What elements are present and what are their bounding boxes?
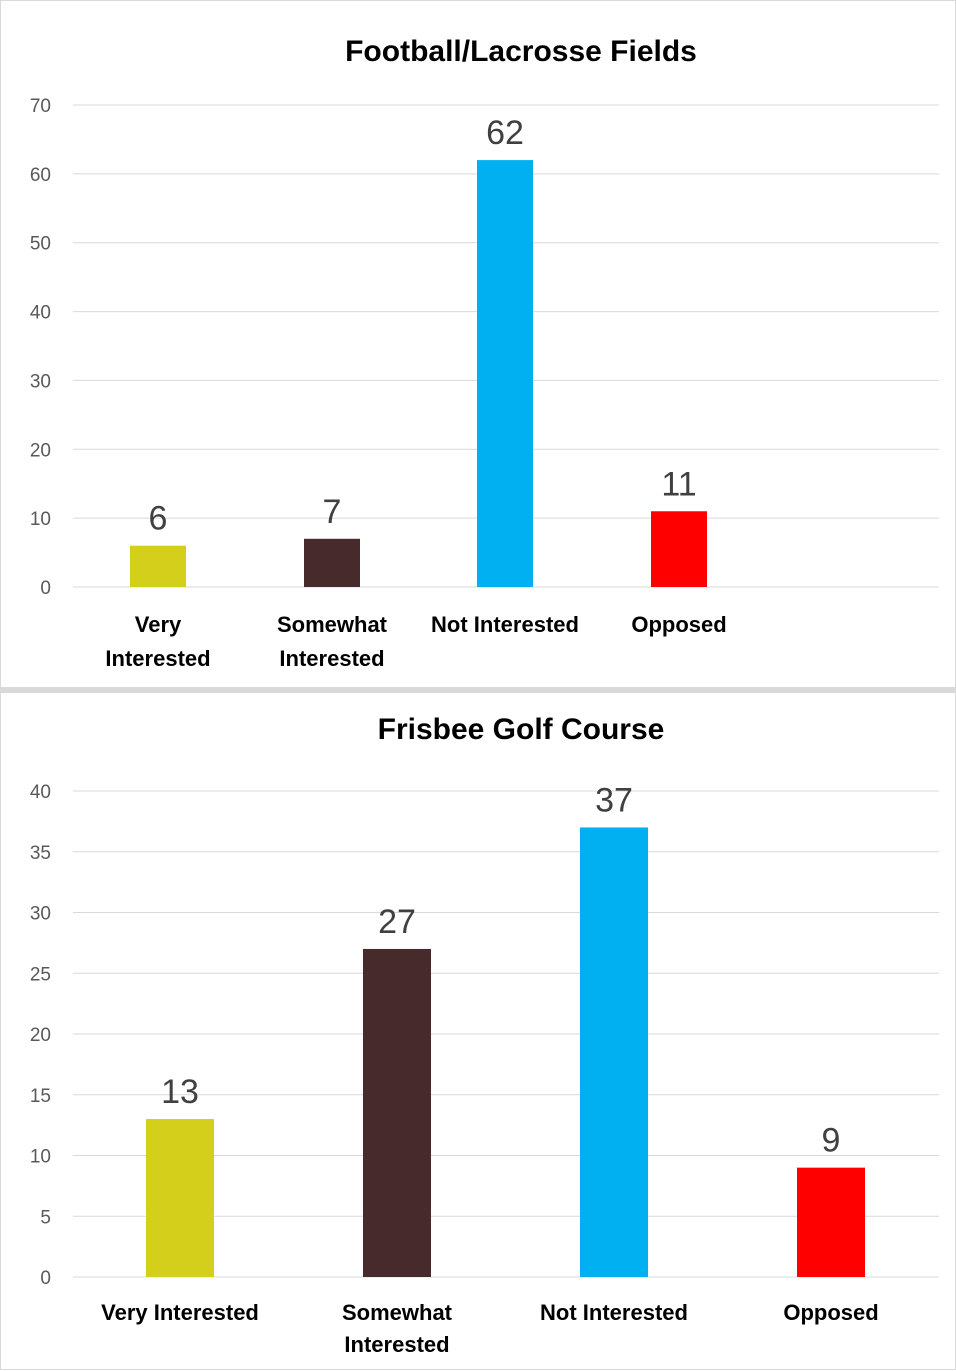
data-label: 7 <box>323 493 342 531</box>
bar <box>651 511 707 587</box>
y-tick-label: 35 <box>30 843 51 864</box>
y-tick-label: 0 <box>40 1268 51 1289</box>
bar-chart-frisbee-golf: Frisbee Golf Course 0 5 10 15 20 25 30 35 40 13 Ver… <box>30 713 939 1357</box>
y-tick-label: 50 <box>30 234 51 255</box>
data-label: 62 <box>486 114 524 152</box>
x-category-label: Not Interested <box>431 612 579 637</box>
data-label: 11 <box>661 465 696 503</box>
bar <box>146 1119 214 1277</box>
bar <box>304 538 360 587</box>
y-tick-label: 70 <box>30 96 51 117</box>
bar-chart-football-lacrosse: Football/Lacrosse Fields 0 10 20 30 40 50 60 70 6… <box>30 35 939 671</box>
y-tick-label: 15 <box>30 1086 51 1107</box>
bar <box>363 948 431 1277</box>
x-category-label: Opposed <box>783 1300 878 1325</box>
y-tick-label: 30 <box>30 371 51 392</box>
chart-title: Football/Lacrosse Fields <box>345 35 697 68</box>
y-tick-label: 5 <box>40 1207 51 1228</box>
bar <box>797 1167 865 1277</box>
data-label: 37 <box>595 781 633 819</box>
x-category-label: Not Interested <box>540 1300 688 1325</box>
data-label: 27 <box>378 903 416 941</box>
y-tick-label: 40 <box>30 303 51 324</box>
bar <box>130 545 186 587</box>
y-tick-label: 0 <box>40 578 51 599</box>
y-tick-label: 60 <box>30 165 51 186</box>
y-tick-label: 25 <box>30 964 51 985</box>
x-category-label: Very Interested <box>101 1300 259 1325</box>
x-category-label: Somewhat Interested <box>342 1300 453 1357</box>
chart-panel-football-lacrosse: Football/Lacrosse Fields 0 10 20 30 40 50 60 70 6… <box>0 0 956 688</box>
y-tick-label: 10 <box>30 1147 51 1168</box>
chart-title: Frisbee Golf Course <box>378 713 665 746</box>
x-category-label: Opposed <box>631 612 726 637</box>
x-category-label: Somewhat Interested <box>277 612 388 671</box>
data-label: 6 <box>149 500 168 538</box>
y-tick-label: 30 <box>30 904 51 925</box>
y-tick-label: 20 <box>30 1025 51 1046</box>
x-category-label: Very Interested <box>105 612 210 671</box>
bar <box>477 160 533 588</box>
data-label: 9 <box>822 1122 841 1160</box>
y-tick-label: 20 <box>30 440 51 461</box>
chart-divider <box>0 688 956 692</box>
y-tick-label: 40 <box>30 782 51 803</box>
y-tick-label: 10 <box>30 509 51 530</box>
data-label: 13 <box>161 1073 199 1111</box>
chart-panel-frisbee-golf: Frisbee Golf Course 0 5 10 15 20 25 30 35 40 13 Ver… <box>0 692 956 1370</box>
bar <box>580 827 648 1277</box>
